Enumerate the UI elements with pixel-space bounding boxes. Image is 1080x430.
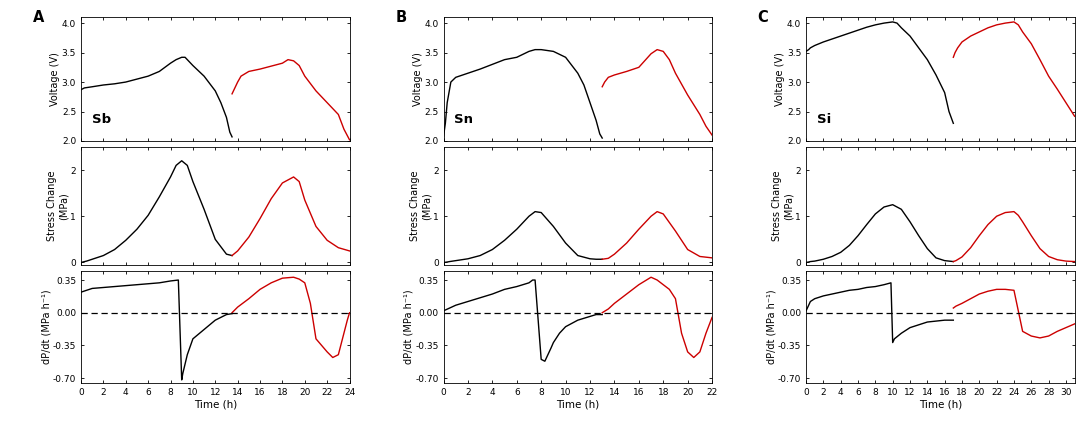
Text: Sn: Sn (455, 113, 473, 126)
X-axis label: Time (h): Time (h) (556, 399, 599, 409)
Y-axis label: Stress Change
(MPa): Stress Change (MPa) (772, 171, 794, 241)
Y-axis label: dP/dt (MPa h⁻¹): dP/dt (MPa h⁻¹) (767, 289, 777, 364)
Y-axis label: dP/dt (MPa h⁻¹): dP/dt (MPa h⁻¹) (41, 289, 52, 364)
X-axis label: Time (h): Time (h) (919, 399, 962, 409)
Text: Si: Si (816, 113, 831, 126)
Y-axis label: Voltage (V): Voltage (V) (413, 52, 423, 106)
Y-axis label: Stress Change
(MPa): Stress Change (MPa) (410, 171, 432, 241)
Y-axis label: Voltage (V): Voltage (V) (51, 52, 60, 106)
Text: C: C (758, 10, 769, 25)
Text: Sb: Sb (92, 113, 111, 126)
Text: B: B (395, 10, 406, 25)
Y-axis label: dP/dt (MPa h⁻¹): dP/dt (MPa h⁻¹) (404, 289, 414, 364)
Text: A: A (32, 10, 44, 25)
X-axis label: Time (h): Time (h) (193, 399, 237, 409)
Y-axis label: Voltage (V): Voltage (V) (775, 52, 785, 106)
Y-axis label: Stress Change
(MPa): Stress Change (MPa) (48, 171, 69, 241)
